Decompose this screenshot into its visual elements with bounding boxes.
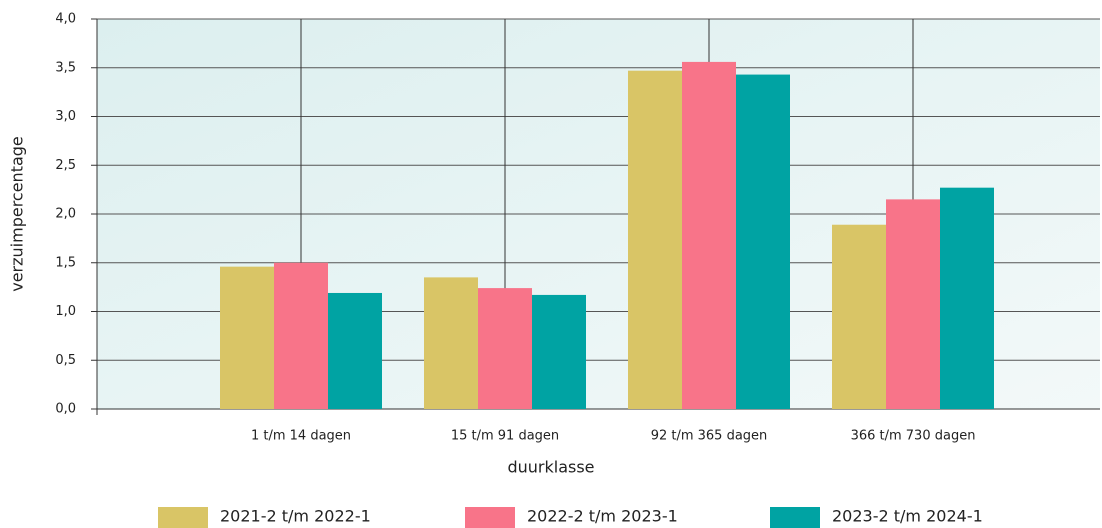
legend-label: 2023-2 t/m 2024-1: [832, 507, 983, 526]
y-tick-label: 0,5: [55, 353, 76, 368]
y-tick-label: 4,0: [55, 12, 76, 27]
bar: [328, 292, 382, 409]
bar: [628, 70, 682, 410]
bar: [682, 61, 736, 410]
legend-label: 2021-2 t/m 2022-1: [220, 507, 371, 526]
bar: [532, 294, 586, 409]
bar: [220, 266, 274, 409]
legend-label: 2022-2 t/m 2023-1: [527, 507, 678, 526]
y-tick-label: 2,5: [55, 158, 76, 173]
bar: [832, 224, 886, 409]
y-axis-title: verzuimpercentage: [8, 136, 27, 292]
legend-swatch: [465, 507, 515, 528]
bar: [274, 262, 328, 409]
bar: [478, 288, 532, 409]
y-tick-label: 2,0: [55, 207, 76, 222]
bar: [424, 277, 478, 409]
x-tick-label: 92 t/m 365 dagen: [651, 429, 768, 444]
bar: [736, 74, 790, 409]
y-tick-label: 3,5: [55, 60, 76, 75]
legend-swatch: [770, 507, 820, 528]
bar: [940, 187, 994, 409]
y-tick-label: 0,0: [55, 402, 76, 417]
y-tick-label: 1,0: [55, 304, 76, 319]
x-axis-title: duurklasse: [507, 458, 594, 477]
y-tick-label: 3,0: [55, 109, 76, 124]
bar: [886, 199, 940, 409]
x-tick-label: 15 t/m 91 dagen: [451, 429, 559, 444]
y-tick-label: 1,5: [55, 255, 76, 270]
x-tick-label: 1 t/m 14 dagen: [251, 429, 351, 444]
legend-swatch: [158, 507, 208, 528]
x-tick-label: 366 t/m 730 dagen: [851, 429, 976, 444]
